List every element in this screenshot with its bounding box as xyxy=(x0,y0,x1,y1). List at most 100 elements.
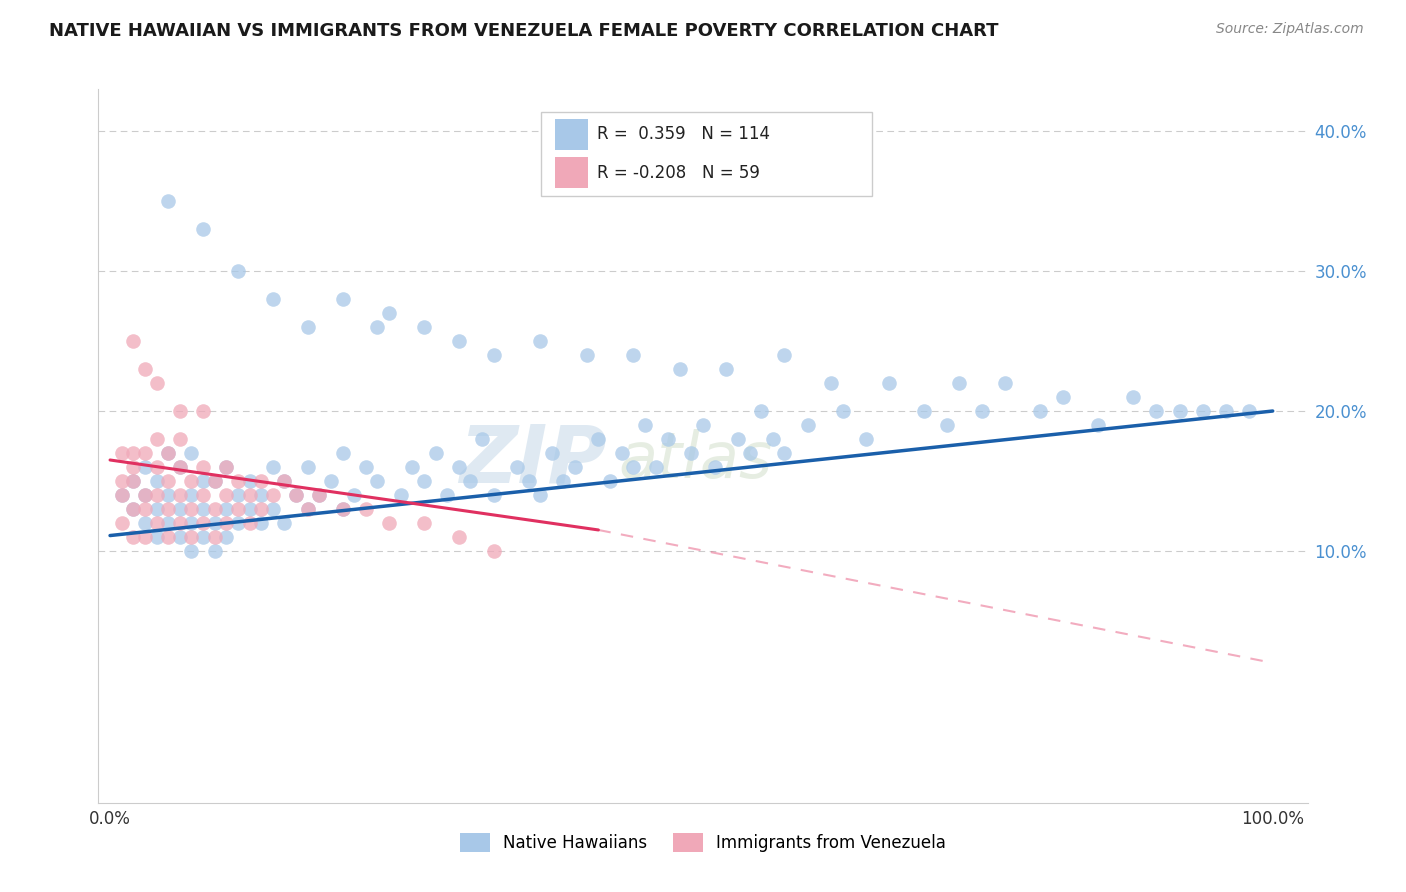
Point xyxy=(226,474,249,488)
Point xyxy=(145,460,167,475)
Point xyxy=(169,432,191,446)
Point xyxy=(191,404,214,418)
Point xyxy=(122,460,145,475)
Point xyxy=(204,474,226,488)
Point xyxy=(122,502,145,516)
Point xyxy=(634,417,657,432)
Point xyxy=(1087,417,1109,432)
Point xyxy=(191,488,214,502)
Point xyxy=(948,376,970,390)
Point xyxy=(134,362,156,376)
Point xyxy=(877,376,900,390)
Point xyxy=(215,460,238,475)
Point xyxy=(250,474,273,488)
Point xyxy=(529,334,551,348)
Point xyxy=(169,460,191,475)
Point xyxy=(297,502,319,516)
Point xyxy=(332,446,354,460)
Point xyxy=(226,264,249,278)
Point xyxy=(575,348,598,362)
Point xyxy=(413,320,436,334)
Text: ZIP: ZIP xyxy=(458,421,606,500)
Point xyxy=(1192,404,1215,418)
Point xyxy=(738,446,761,460)
Point xyxy=(716,362,738,376)
Point xyxy=(273,474,295,488)
Point xyxy=(226,502,249,516)
Point xyxy=(681,446,703,460)
Point xyxy=(262,292,284,306)
Point xyxy=(145,474,167,488)
Point xyxy=(482,348,505,362)
Point xyxy=(262,488,284,502)
Point xyxy=(447,460,470,475)
Point xyxy=(157,446,180,460)
Point xyxy=(517,474,540,488)
Point xyxy=(447,334,470,348)
Point xyxy=(145,376,167,390)
Point xyxy=(506,460,529,475)
Point xyxy=(111,474,134,488)
Point xyxy=(262,460,284,475)
Point xyxy=(250,516,273,530)
Point xyxy=(145,502,167,516)
Point xyxy=(191,222,214,236)
Point xyxy=(308,488,330,502)
Point xyxy=(1029,404,1052,418)
Point xyxy=(157,502,180,516)
Point xyxy=(111,446,134,460)
Point xyxy=(912,404,935,418)
Point xyxy=(180,544,202,558)
Point xyxy=(180,516,202,530)
Point xyxy=(111,516,134,530)
Point xyxy=(169,530,191,544)
Point xyxy=(215,488,238,502)
Point xyxy=(180,474,202,488)
Text: R =  0.359   N = 114: R = 0.359 N = 114 xyxy=(598,126,770,144)
Point xyxy=(122,474,145,488)
Point xyxy=(215,516,238,530)
Point xyxy=(297,460,319,475)
Point xyxy=(285,488,308,502)
Point xyxy=(773,348,796,362)
Point xyxy=(250,502,273,516)
Point xyxy=(169,516,191,530)
Point xyxy=(157,194,180,208)
Point xyxy=(157,516,180,530)
Point xyxy=(354,460,377,475)
Point xyxy=(145,488,167,502)
Point xyxy=(1168,404,1191,418)
Point xyxy=(1144,404,1167,418)
Point xyxy=(111,488,134,502)
Point xyxy=(169,460,191,475)
Point xyxy=(273,474,295,488)
Point xyxy=(657,432,679,446)
Point xyxy=(215,502,238,516)
Point xyxy=(529,488,551,502)
Point xyxy=(215,530,238,544)
Point xyxy=(204,530,226,544)
Point xyxy=(262,502,284,516)
Point xyxy=(970,404,993,418)
Point xyxy=(180,530,202,544)
Point xyxy=(820,376,842,390)
FancyBboxPatch shape xyxy=(554,120,588,150)
Text: atlas: atlas xyxy=(619,429,773,491)
Point xyxy=(366,474,388,488)
FancyBboxPatch shape xyxy=(554,157,588,188)
Point xyxy=(621,348,644,362)
Point xyxy=(308,488,330,502)
Point xyxy=(134,446,156,460)
Point xyxy=(1215,404,1237,418)
Point xyxy=(831,404,853,418)
Point xyxy=(401,460,423,475)
Point xyxy=(1239,404,1261,418)
Point xyxy=(599,474,621,488)
Point xyxy=(366,320,388,334)
Point xyxy=(703,460,725,475)
Point xyxy=(145,516,167,530)
Point xyxy=(1122,390,1144,404)
Point xyxy=(111,488,134,502)
Point xyxy=(621,460,644,475)
Point xyxy=(239,516,262,530)
